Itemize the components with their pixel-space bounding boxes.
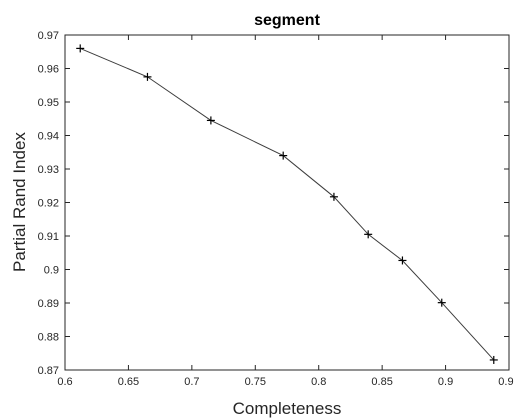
x-tick-label: 0.95: [498, 376, 514, 388]
data-point: [398, 256, 407, 265]
data-point: [206, 116, 215, 125]
data-point: [76, 44, 85, 53]
y-tick-label: 0.92: [38, 198, 59, 210]
y-tick-label: 0.95: [38, 97, 59, 109]
y-tick-label: 0.96: [38, 64, 59, 76]
data-point: [329, 192, 338, 201]
y-tick-label: 0.87: [38, 365, 59, 377]
y-tick-label: 0.93: [38, 164, 59, 176]
y-tick-label: 0.89: [38, 298, 59, 310]
plot-area: [64, 34, 510, 371]
x-axis: 0.6 0.65 0.7 0.75 0.8 0.85 0.9 0.95: [57, 35, 514, 388]
data-point: [489, 355, 498, 364]
x-tick-label: 0.85: [371, 376, 392, 388]
x-tick-label: 0.75: [245, 376, 266, 388]
x-tick-label: 0.65: [118, 376, 139, 388]
y-tick-label: 0.88: [38, 332, 59, 344]
data-point: [143, 72, 152, 81]
chart-title: segment: [254, 12, 320, 29]
x-tick-label: 0.6: [57, 376, 72, 388]
data-point: [437, 298, 446, 307]
data-point: [279, 151, 288, 160]
y-tick-label: 0.9: [44, 265, 59, 277]
y-axis: 0.87 0.88 0.89 0.9 0.91 0.92 0.93 0.94 0.95 0.96 0…: [38, 30, 509, 377]
x-tick-label: 0.7: [184, 376, 199, 388]
series-markers: [76, 44, 498, 364]
x-axis-label: Completeness: [233, 399, 342, 418]
x-tick-label: 0.8: [311, 376, 326, 388]
y-tick-label: 0.91: [38, 231, 59, 243]
y-axis-label: Partial Rand Index: [10, 132, 29, 272]
data-point: [364, 230, 373, 239]
y-tick-label: 0.94: [38, 131, 59, 143]
x-tick-label: 0.9: [438, 376, 453, 388]
y-tick-label: 0.97: [38, 30, 59, 42]
